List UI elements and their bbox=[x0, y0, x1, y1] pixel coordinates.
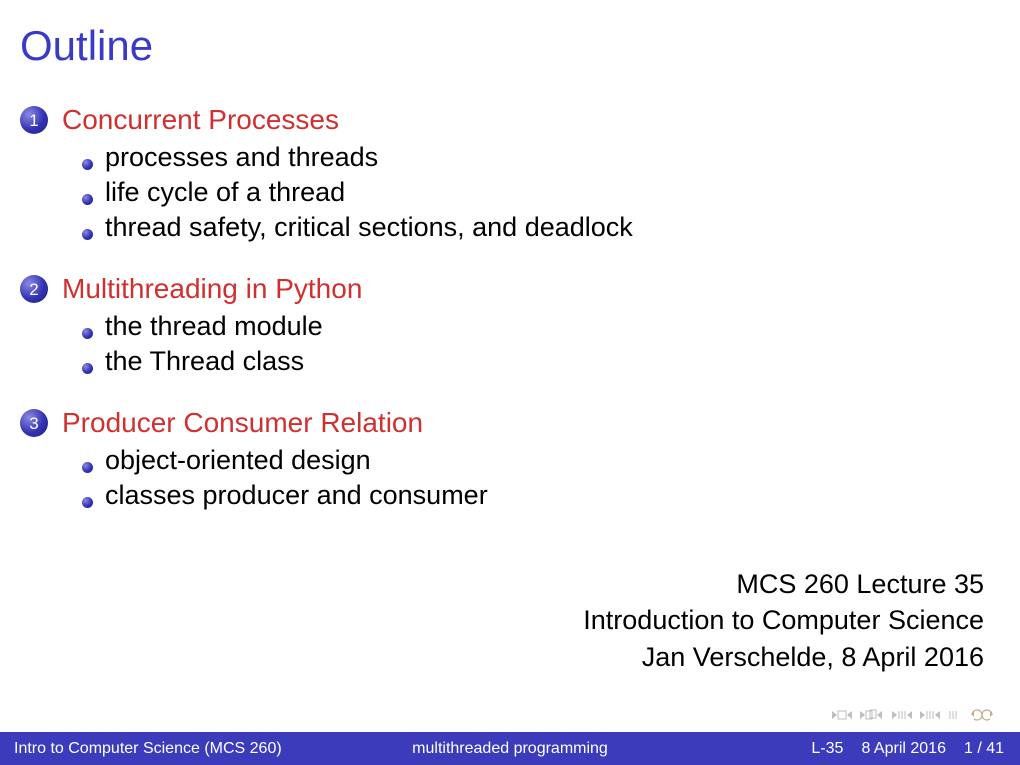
meta-course: Introduction to Computer Science bbox=[583, 602, 984, 638]
footer-date: 8 April 2016 bbox=[861, 740, 946, 758]
list-item: the thread module bbox=[82, 311, 1000, 342]
item-text: classes producer and consumer bbox=[105, 480, 488, 511]
item-text: processes and threads bbox=[105, 142, 378, 173]
section-2-items: the thread module the Thread class bbox=[82, 311, 1000, 377]
section-3-items: object-oriented design classes producer … bbox=[82, 445, 1000, 511]
list-item: object-oriented design bbox=[82, 445, 1000, 476]
nav-back-icon[interactable] bbox=[890, 708, 912, 722]
section-1-header: 1 Concurrent Processes bbox=[20, 104, 1000, 136]
slide: Outline 1 Concurrent Processes processes… bbox=[0, 0, 1020, 765]
meta-lecture: MCS 260 Lecture 35 bbox=[583, 566, 984, 602]
footer-left: Intro to Computer Science (MCS 260) bbox=[0, 740, 282, 758]
list-item: life cycle of a thread bbox=[82, 177, 1000, 208]
list-item: thread safety, critical sections, and de… bbox=[82, 212, 1000, 243]
item-text: thread safety, critical sections, and de… bbox=[105, 212, 633, 243]
list-item: classes producer and consumer bbox=[82, 480, 1000, 511]
list-item: processes and threads bbox=[82, 142, 1000, 173]
section-2-header: 2 Multithreading in Python bbox=[20, 273, 1000, 305]
section-heading: Multithreading in Python bbox=[62, 273, 362, 305]
item-text: life cycle of a thread bbox=[105, 177, 345, 208]
section-number-ball: 3 bbox=[20, 409, 48, 437]
bullet-icon bbox=[82, 328, 93, 339]
bullet-icon bbox=[82, 497, 93, 508]
section-heading: Concurrent Processes bbox=[62, 104, 339, 136]
section-heading: Producer Consumer Relation bbox=[62, 407, 423, 439]
section-1-items: processes and threads life cycle of a th… bbox=[82, 142, 1000, 243]
nav-section-icon[interactable] bbox=[946, 708, 962, 722]
beamer-nav bbox=[830, 707, 996, 723]
footer-lecture: L-35 bbox=[811, 740, 843, 758]
meta-author-date: Jan Verschelde, 8 April 2016 bbox=[583, 639, 984, 675]
outline-content: 1 Concurrent Processes processes and thr… bbox=[0, 70, 1020, 511]
section-2: 2 Multithreading in Python the thread mo… bbox=[20, 273, 1000, 377]
item-text: the Thread class bbox=[105, 346, 304, 377]
bullet-icon bbox=[82, 363, 93, 374]
section-3: 3 Producer Consumer Relation object-orie… bbox=[20, 407, 1000, 511]
slide-title: Outline bbox=[0, 0, 1020, 70]
bullet-icon bbox=[82, 229, 93, 240]
nav-refresh-icon[interactable] bbox=[968, 707, 996, 723]
list-item: the Thread class bbox=[82, 346, 1000, 377]
nav-first-icon[interactable] bbox=[830, 708, 852, 722]
nav-forward-icon[interactable] bbox=[918, 708, 940, 722]
section-number-ball: 2 bbox=[20, 275, 48, 303]
footer-bar: Intro to Computer Science (MCS 260) mult… bbox=[0, 732, 1020, 765]
section-number-ball: 1 bbox=[20, 106, 48, 134]
bullet-icon bbox=[82, 194, 93, 205]
nav-prev-icon[interactable] bbox=[858, 708, 884, 722]
section-3-header: 3 Producer Consumer Relation bbox=[20, 407, 1000, 439]
item-text: object-oriented design bbox=[105, 445, 371, 476]
section-1: 1 Concurrent Processes processes and thr… bbox=[20, 104, 1000, 243]
bullet-icon bbox=[82, 462, 93, 473]
item-text: the thread module bbox=[105, 311, 323, 342]
lecture-meta: MCS 260 Lecture 35 Introduction to Compu… bbox=[583, 566, 984, 675]
footer-page: 1 / 41 bbox=[964, 740, 1004, 758]
bullet-icon bbox=[82, 159, 93, 170]
footer-right: L-35 8 April 2016 1 / 41 bbox=[811, 740, 1020, 758]
